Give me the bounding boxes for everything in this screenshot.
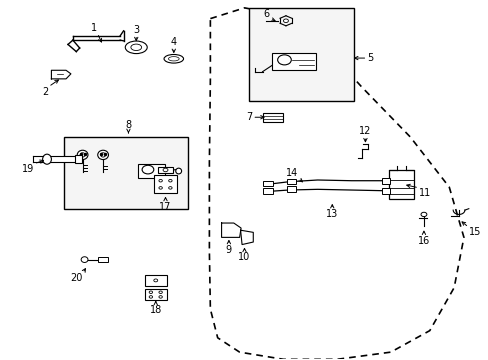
Ellipse shape	[159, 291, 162, 293]
Ellipse shape	[125, 41, 147, 54]
Text: 19: 19	[21, 164, 34, 174]
Text: 20: 20	[70, 273, 82, 283]
Bar	[47, 156, 76, 162]
Text: 3: 3	[133, 25, 139, 35]
Ellipse shape	[159, 180, 162, 182]
Ellipse shape	[149, 296, 152, 298]
Bar	[138, 164, 165, 178]
Text: 4: 4	[170, 37, 177, 47]
Ellipse shape	[159, 186, 162, 189]
Bar	[98, 257, 108, 262]
Text: 15: 15	[468, 227, 480, 237]
Ellipse shape	[420, 212, 426, 217]
Ellipse shape	[81, 257, 88, 262]
Bar	[158, 167, 172, 173]
Bar	[286, 179, 295, 184]
Ellipse shape	[163, 168, 167, 172]
Text: 12: 12	[359, 126, 371, 136]
Ellipse shape	[77, 150, 88, 159]
Bar	[249, 8, 353, 101]
Text: 2: 2	[42, 87, 48, 97]
Ellipse shape	[163, 54, 183, 63]
Bar	[154, 175, 177, 193]
Bar	[263, 188, 272, 194]
Ellipse shape	[168, 57, 179, 61]
Ellipse shape	[283, 19, 288, 23]
Bar	[272, 53, 316, 70]
Text: 13: 13	[325, 210, 338, 219]
Ellipse shape	[149, 291, 152, 293]
Text: 18: 18	[149, 305, 162, 315]
Text: 5: 5	[366, 53, 373, 63]
Ellipse shape	[154, 279, 158, 282]
Text: 14: 14	[285, 168, 298, 178]
Ellipse shape	[159, 296, 162, 298]
Ellipse shape	[131, 44, 142, 50]
Text: 16: 16	[417, 235, 429, 246]
Bar	[388, 170, 413, 199]
Ellipse shape	[80, 153, 85, 157]
Text: 8: 8	[125, 120, 131, 130]
Bar	[263, 181, 272, 186]
Text: 1: 1	[91, 23, 97, 33]
Bar	[286, 186, 295, 192]
Ellipse shape	[42, 154, 51, 164]
Ellipse shape	[98, 150, 108, 159]
Text: 10: 10	[238, 252, 250, 262]
Bar	[75, 155, 81, 163]
Ellipse shape	[168, 180, 172, 182]
Bar	[381, 178, 389, 184]
Text: 11: 11	[418, 188, 430, 198]
Bar	[144, 275, 166, 286]
Text: 7: 7	[245, 112, 252, 122]
Ellipse shape	[277, 55, 291, 65]
Text: 9: 9	[225, 245, 231, 255]
Text: 17: 17	[159, 202, 171, 212]
Ellipse shape	[142, 165, 154, 174]
Ellipse shape	[175, 168, 181, 174]
Ellipse shape	[101, 153, 105, 157]
Bar	[64, 137, 188, 209]
Text: 6: 6	[263, 9, 269, 19]
Ellipse shape	[168, 186, 172, 189]
Bar	[381, 188, 389, 194]
Bar	[263, 113, 282, 122]
Bar	[144, 289, 166, 301]
